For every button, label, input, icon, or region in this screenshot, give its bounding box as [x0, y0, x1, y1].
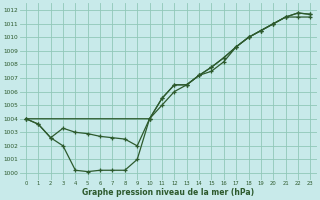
X-axis label: Graphe pression niveau de la mer (hPa): Graphe pression niveau de la mer (hPa) — [82, 188, 254, 197]
